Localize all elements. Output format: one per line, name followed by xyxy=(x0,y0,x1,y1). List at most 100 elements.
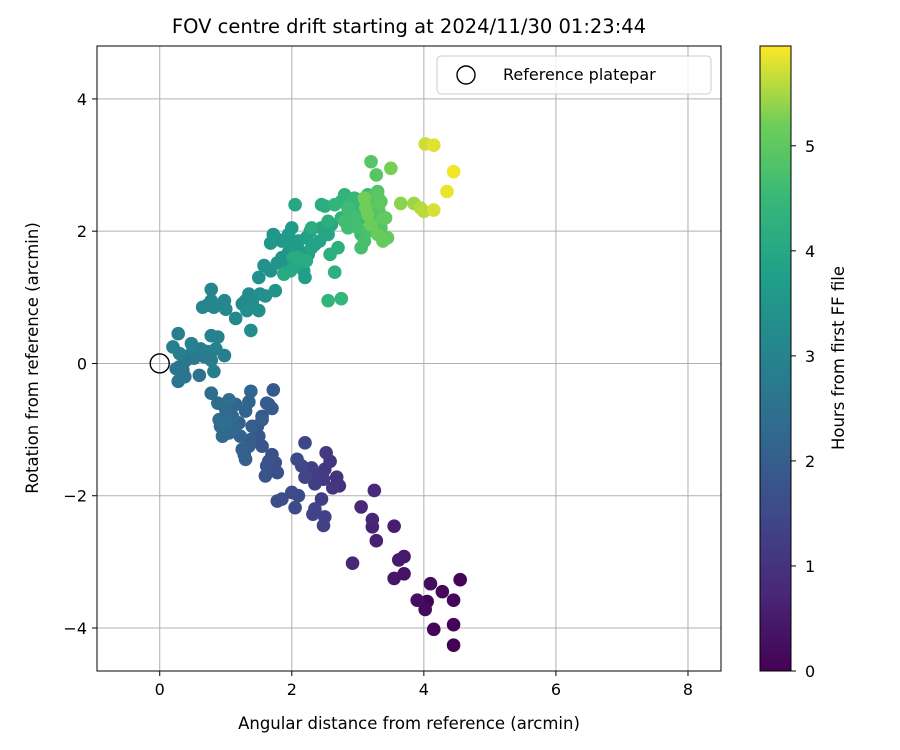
data-point xyxy=(211,330,225,344)
data-point xyxy=(207,300,221,315)
data-point xyxy=(298,436,312,450)
colorbar-tick-label: 2 xyxy=(805,452,815,471)
data-point xyxy=(369,533,384,548)
legend-label-reference-platepar: Reference platepar xyxy=(503,65,656,84)
data-point xyxy=(270,465,285,480)
data-point xyxy=(235,442,250,457)
data-point xyxy=(218,416,233,430)
data-point xyxy=(345,556,360,570)
data-point xyxy=(171,374,186,389)
plot-area-frame xyxy=(96,45,722,672)
data-point xyxy=(446,164,461,179)
data-point xyxy=(446,638,461,653)
data-point xyxy=(426,203,441,217)
data-point xyxy=(288,197,302,212)
data-point xyxy=(245,419,259,434)
data-point xyxy=(218,302,233,317)
data-point xyxy=(391,553,406,567)
data-point xyxy=(192,368,207,383)
axis-ticks: 0 2 4 6 8 −4 −2 0 2 4 xyxy=(63,90,693,699)
data-point xyxy=(255,412,269,427)
colorbar-tick-label: 4 xyxy=(805,242,815,261)
data-point xyxy=(410,593,425,608)
data-point xyxy=(358,201,373,215)
data-point xyxy=(204,386,219,401)
colorbar-tick-label: 5 xyxy=(805,137,815,156)
x-tick-label: 2 xyxy=(287,680,297,699)
colorbar-label: Hours from first FF file xyxy=(829,266,848,450)
data-point xyxy=(440,184,454,199)
data-point xyxy=(304,221,319,235)
data-point xyxy=(435,584,450,599)
data-point xyxy=(306,507,320,522)
data-point xyxy=(270,494,285,508)
data-point xyxy=(384,161,398,176)
data-point xyxy=(378,211,393,225)
data-point xyxy=(222,393,236,407)
data-points xyxy=(149,137,467,653)
data-point xyxy=(334,291,349,306)
data-point xyxy=(207,364,221,379)
data-point xyxy=(417,204,431,219)
data-point xyxy=(298,270,312,285)
data-point xyxy=(228,311,243,326)
data-point xyxy=(364,154,378,169)
data-point xyxy=(284,221,299,235)
data-point xyxy=(329,470,344,485)
data-point xyxy=(316,518,331,533)
legend: Reference platepar xyxy=(436,55,712,95)
data-point xyxy=(319,445,333,460)
colorbar-tick-label: 3 xyxy=(805,347,815,366)
data-point xyxy=(259,459,274,473)
data-point xyxy=(314,492,329,506)
x-tick-label: 4 xyxy=(419,680,429,699)
data-point xyxy=(393,196,408,211)
data-point xyxy=(288,500,302,515)
data-point xyxy=(321,293,335,308)
colorbar-ticks: 0 1 2 3 4 5 xyxy=(791,137,815,681)
reference-platepar-marker xyxy=(149,353,170,374)
x-tick-label: 8 xyxy=(683,680,693,699)
data-point xyxy=(426,622,441,637)
chart-title: FOV centre drift starting at 2024/11/30 … xyxy=(172,15,646,38)
data-point xyxy=(354,500,368,514)
data-point xyxy=(251,303,266,318)
data-point xyxy=(299,254,314,268)
data-point xyxy=(423,576,438,591)
data-point xyxy=(277,267,291,281)
data-point xyxy=(290,452,304,467)
colorbar: 0 1 2 3 4 5 Hours from first FF file xyxy=(759,45,848,681)
data-point xyxy=(446,593,461,608)
data-point xyxy=(446,617,461,632)
colorbar-gradient xyxy=(759,45,792,672)
data-point xyxy=(453,572,467,587)
data-point xyxy=(298,470,312,485)
legend-box xyxy=(436,55,712,95)
x-axis-label: Angular distance from reference (arcmin) xyxy=(238,714,580,733)
data-point xyxy=(209,342,223,356)
data-point xyxy=(266,383,281,397)
data-point xyxy=(244,384,258,399)
data-point xyxy=(418,602,432,617)
data-point xyxy=(268,283,283,298)
y-tick-label: 4 xyxy=(77,90,87,109)
data-point xyxy=(341,201,355,215)
data-point xyxy=(259,396,274,410)
data-point xyxy=(204,282,219,297)
y-tick-label: 2 xyxy=(77,222,87,241)
x-tick-label: 0 xyxy=(155,680,165,699)
data-point xyxy=(169,361,184,376)
data-point xyxy=(370,227,385,242)
colorbar-tick-label: 1 xyxy=(805,557,815,576)
data-point xyxy=(327,197,342,212)
data-point xyxy=(367,483,382,498)
data-point xyxy=(331,240,345,255)
data-point xyxy=(387,519,401,533)
data-point xyxy=(284,485,299,500)
data-point xyxy=(321,214,335,229)
data-point xyxy=(327,265,342,279)
data-point xyxy=(258,469,273,483)
data-point xyxy=(369,168,384,182)
data-point xyxy=(204,353,219,367)
data-point xyxy=(308,477,322,491)
